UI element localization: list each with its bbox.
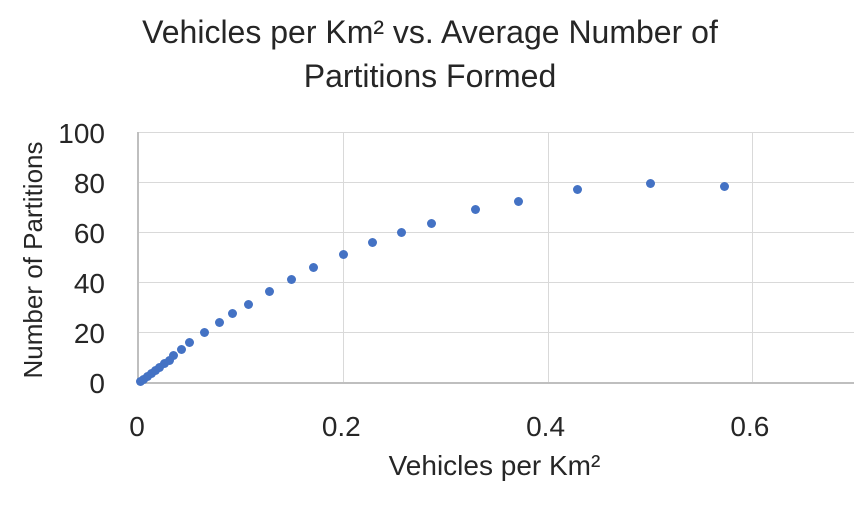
y-axis-title: Number of Partitions [18,141,48,379]
gridline-horizontal [139,332,854,333]
data-point [646,178,656,188]
data-point [154,362,164,372]
data-point [368,237,378,247]
data-point [426,219,436,229]
data-point [169,350,179,360]
chart-title-line-2: Partitions Formed [303,58,557,94]
data-point [265,286,275,296]
data-point [177,344,187,354]
x-tick-label: 0.2 [321,411,361,442]
y-tick-label: 40 [73,268,105,299]
data-point [470,204,480,214]
data-point [514,196,524,206]
data-point [165,355,175,365]
chart-title-line-1: Vehicles per Km² vs. Average Number of [142,14,718,50]
gridline-horizontal [139,282,854,283]
gridline-horizontal [139,182,854,183]
data-point [243,300,253,309]
data-point [397,227,406,237]
gridline-vertical [547,132,549,382]
data-point [184,338,194,347]
chart-title: Vehicles per Km² vs. Average Number of P… [0,10,860,98]
data-point [309,263,319,272]
y-tick-label: 100 [58,118,105,149]
y-tick-label: 60 [73,218,105,249]
data-point [338,249,348,259]
data-point [215,318,225,327]
x-tick-label: 0 [129,411,145,442]
y-tick-label: 80 [73,168,105,199]
x-axis-title: Vehicles per Km² [388,450,601,481]
plot-area [135,132,854,386]
gridline-horizontal [139,232,854,233]
x-tick-label: 0.6 [730,411,770,442]
x-tick-label: 0.4 [526,411,566,442]
data-point [228,308,238,318]
data-point [199,328,209,337]
data-point [160,359,170,369]
y-tick-label: 20 [73,318,105,349]
data-point [286,275,296,284]
data-point [572,185,582,195]
y-tick-label: 0 [89,368,105,399]
gridline-vertical [751,132,753,382]
gridline-horizontal [139,132,854,133]
data-point [719,182,729,191]
